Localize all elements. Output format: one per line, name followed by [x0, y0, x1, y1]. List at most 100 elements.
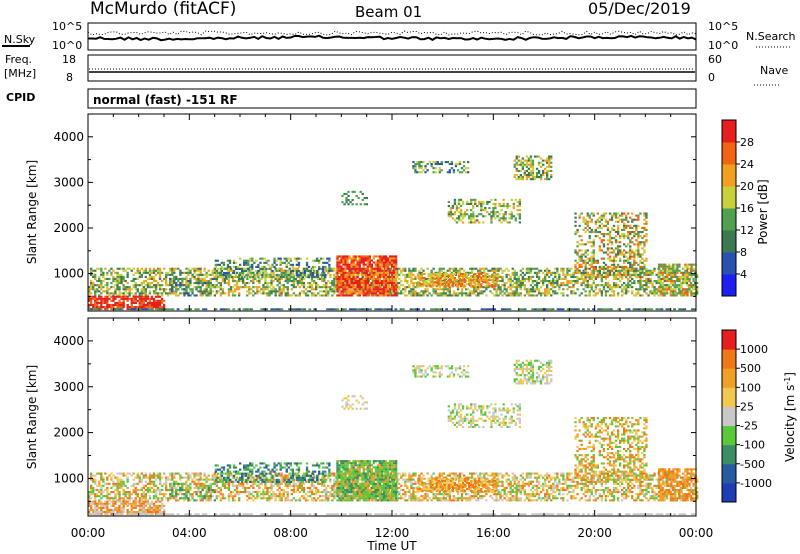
power-cell: [251, 257, 254, 260]
power-cell: [183, 292, 186, 295]
power-cell: [447, 205, 450, 208]
power-cell: [298, 308, 302, 311]
power-cell: [209, 294, 212, 297]
power-cell: [492, 215, 495, 218]
power-cell: [380, 257, 384, 260]
power-cell: [233, 290, 237, 293]
power-cell: [576, 251, 579, 254]
power-cell: [150, 271, 154, 274]
power-cell: [223, 292, 227, 295]
power-cell: [639, 243, 642, 246]
power-cell: [676, 267, 679, 270]
power-cell: [594, 286, 597, 289]
power-cell: [223, 280, 227, 283]
power-cell: [510, 213, 513, 216]
power-cell: [623, 243, 626, 246]
power-cell: [213, 294, 216, 297]
power-cell: [350, 290, 353, 293]
power-cell: [342, 292, 345, 295]
power-cell: [102, 306, 105, 309]
power-cell: [298, 277, 302, 280]
power-cell: [389, 259, 392, 262]
power-cell: [649, 290, 652, 293]
power-cell: [633, 259, 636, 262]
power-cell: [333, 290, 336, 293]
power-cell: [295, 263, 298, 266]
power-cell: [688, 273, 691, 276]
power-cell: [606, 282, 610, 285]
power-cell: [445, 281, 448, 284]
power-cell: [140, 306, 143, 309]
power-cell: [264, 292, 267, 295]
power-cell: [550, 169, 553, 172]
power-cell: [574, 224, 577, 227]
power-cell: [608, 241, 612, 244]
power-cell: [265, 308, 269, 311]
power-cell: [608, 271, 612, 274]
power-cell: [158, 284, 162, 287]
power-cell: [614, 247, 618, 250]
power-cell: [587, 308, 590, 311]
power-cell: [503, 282, 506, 285]
power-cell: [333, 267, 336, 270]
power-cell: [380, 282, 384, 285]
power-cell: [645, 280, 648, 283]
power-cell: [126, 271, 129, 274]
power-cell: [531, 176, 535, 179]
power-cell: [175, 286, 178, 289]
power-cell: [356, 294, 359, 297]
power-cell: [344, 267, 347, 270]
power-cell: [346, 275, 349, 278]
power-cell: [378, 263, 382, 266]
power-cell: [627, 251, 630, 254]
power-cell: [344, 275, 347, 278]
power-cell: [497, 267, 500, 270]
power-cell: [372, 290, 375, 293]
power-cell: [381, 308, 385, 311]
power-cell: [514, 217, 517, 220]
power-cell: [90, 292, 93, 295]
power-cell: [465, 167, 468, 170]
power-cell: [600, 284, 603, 287]
power-cell: [398, 282, 401, 285]
power-cell: [293, 308, 296, 311]
power-cell: [308, 284, 312, 287]
power-cell: [130, 288, 133, 291]
power-cell: [325, 294, 328, 297]
power-cell: [670, 271, 673, 274]
power-cell: [619, 257, 622, 260]
power-cell: [641, 261, 644, 264]
power-cell: [452, 308, 456, 311]
power-cell: [686, 267, 689, 270]
power-cell: [653, 267, 656, 270]
power-cell: [414, 290, 417, 293]
power-cell: [370, 263, 373, 266]
power-cell: [378, 286, 382, 289]
power-cell: [323, 290, 326, 293]
power-cell: [116, 271, 119, 274]
power-cell: [486, 283, 489, 286]
power-cell: [512, 207, 515, 210]
power-cell: [286, 271, 289, 274]
power-cell: [596, 274, 599, 277]
power-cell: [128, 306, 131, 309]
power-cell: [333, 269, 336, 272]
power-cell: [629, 251, 632, 254]
power-cell: [458, 161, 462, 164]
power-cell: [279, 261, 282, 264]
power-cell: [191, 275, 194, 278]
power-cell: [158, 301, 162, 304]
power-cell: [550, 280, 553, 283]
power-cell: [531, 165, 535, 168]
power-cell: [639, 280, 642, 283]
power-cell: [114, 284, 117, 287]
power-cell: [506, 221, 509, 224]
power-cell: [354, 259, 357, 262]
power-cell: [680, 277, 683, 280]
power-cell: [262, 288, 265, 291]
power-cell: [525, 165, 529, 168]
power-cell: [525, 159, 529, 162]
power-cell: [372, 288, 375, 291]
power-cell: [606, 284, 610, 287]
power-cell: [689, 282, 693, 285]
